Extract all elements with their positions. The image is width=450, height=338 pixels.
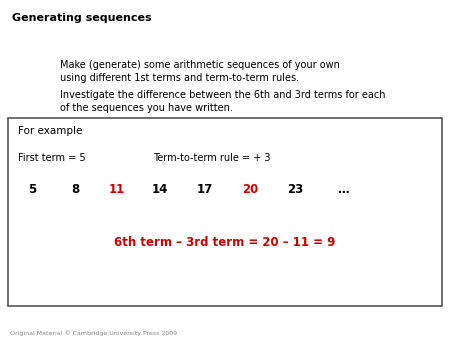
Text: 23: 23 [287, 183, 303, 196]
Text: 6th term – 3rd term = 20 – 11 = 9: 6th term – 3rd term = 20 – 11 = 9 [114, 236, 336, 249]
Text: Investigate the difference between the 6th and 3rd terms for each: Investigate the difference between the 6… [60, 90, 386, 100]
Text: 11: 11 [109, 183, 125, 196]
Text: of the sequences you have written.: of the sequences you have written. [60, 103, 233, 113]
Text: Make (generate) some arithmetic sequences of your own: Make (generate) some arithmetic sequence… [60, 60, 340, 70]
Text: 5: 5 [28, 183, 36, 196]
Text: 8: 8 [71, 183, 79, 196]
FancyBboxPatch shape [8, 118, 442, 306]
Text: 17: 17 [197, 183, 213, 196]
Text: First term = 5: First term = 5 [18, 153, 86, 163]
Text: Generating sequences: Generating sequences [12, 13, 152, 23]
Text: …: … [337, 183, 349, 196]
Text: 20: 20 [242, 183, 258, 196]
Text: using different 1st terms and term-to-term rules.: using different 1st terms and term-to-te… [60, 73, 299, 83]
Text: Original Material © Cambridge University Press 2009: Original Material © Cambridge University… [10, 330, 177, 336]
Text: 14: 14 [152, 183, 168, 196]
Text: For example: For example [18, 126, 82, 136]
Text: Term-to-term rule = + 3: Term-to-term rule = + 3 [153, 153, 270, 163]
